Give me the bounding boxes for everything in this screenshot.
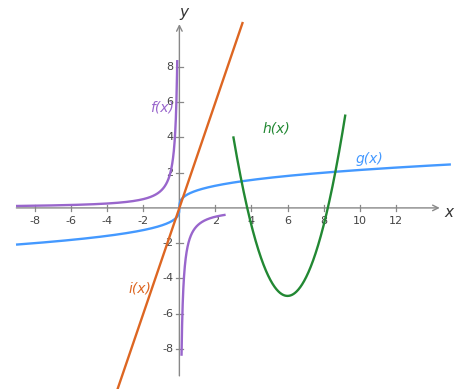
Text: 4: 4 — [166, 132, 173, 143]
Text: 4: 4 — [248, 216, 255, 226]
Text: f(x): f(x) — [151, 100, 174, 114]
Text: 6: 6 — [166, 97, 173, 107]
Text: -6: -6 — [162, 309, 173, 319]
Text: -4: -4 — [102, 216, 113, 226]
Text: -2: -2 — [138, 216, 149, 226]
Text: 8: 8 — [320, 216, 327, 226]
Text: g(x): g(x) — [356, 152, 384, 166]
Text: 2: 2 — [212, 216, 219, 226]
Text: -2: -2 — [162, 238, 173, 248]
Text: -4: -4 — [162, 273, 173, 283]
Text: -6: -6 — [66, 216, 77, 226]
Text: 6: 6 — [284, 216, 291, 226]
Text: y: y — [180, 5, 188, 20]
Text: h(x): h(x) — [262, 121, 290, 135]
Text: i(x): i(x) — [129, 281, 152, 296]
Text: -8: -8 — [162, 344, 173, 354]
Text: 10: 10 — [353, 216, 366, 226]
Text: -8: -8 — [30, 216, 41, 226]
Text: 8: 8 — [166, 62, 173, 72]
Text: x: x — [444, 205, 453, 220]
Text: 2: 2 — [166, 168, 173, 178]
Text: 12: 12 — [388, 216, 403, 226]
